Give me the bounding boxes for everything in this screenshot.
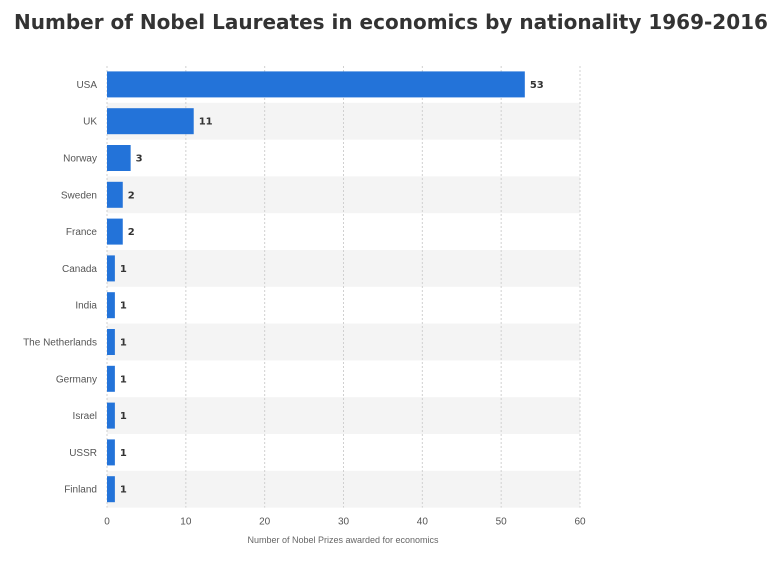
value-label: 1 [120, 264, 127, 275]
x-tick-label: 30 [338, 517, 350, 528]
x-tick-label: 60 [574, 517, 586, 528]
category-labels: USA UK Norway Sweden France Canada India The Ne… [23, 80, 97, 496]
category-label: The Netherlands [23, 338, 97, 349]
row-band [107, 250, 580, 287]
x-tick-label: 20 [259, 517, 271, 528]
bar [107, 108, 194, 135]
x-tick-label: 40 [417, 517, 429, 528]
value-label: 3 [136, 154, 143, 165]
category-label: Finland [64, 485, 97, 496]
bar [107, 181, 123, 208]
value-label: 1 [120, 411, 127, 422]
category-label: India [75, 301, 97, 312]
x-tick-label: 50 [496, 517, 508, 528]
bar [107, 218, 123, 245]
bar [107, 402, 115, 429]
bar [107, 255, 115, 282]
category-label: Israel [73, 411, 97, 422]
bar [107, 365, 115, 392]
bars [107, 71, 525, 503]
value-label: 1 [120, 448, 127, 459]
value-label: 2 [128, 190, 135, 201]
category-label: USA [76, 80, 97, 91]
row-band [107, 470, 580, 508]
value-label: 53 [530, 80, 544, 91]
bar [107, 476, 115, 503]
value-label: 1 [120, 485, 127, 496]
chart-title: Number of Nobel Laureates in economics b… [14, 10, 768, 34]
bar [107, 292, 115, 319]
category-label: Germany [56, 374, 97, 385]
bar [107, 71, 525, 98]
category-label: Canada [62, 264, 97, 275]
x-axis-title: Number of Nobel Prizes awarded for econo… [247, 535, 439, 545]
value-label: 2 [128, 227, 135, 238]
value-label: 1 [120, 301, 127, 312]
category-label: Sweden [61, 190, 97, 201]
gridlines [106, 66, 581, 508]
category-label: France [66, 227, 98, 238]
category-label: UK [83, 117, 97, 128]
value-label: 1 [120, 338, 127, 349]
value-label: 1 [120, 374, 127, 385]
category-label: Norway [63, 154, 97, 165]
category-label: USSR [69, 448, 97, 459]
x-tick-label: 10 [180, 517, 192, 528]
x-tick-labels: 0 10 20 30 40 50 60 [104, 517, 586, 528]
bar [107, 329, 115, 355]
x-tick-label: 0 [104, 517, 110, 528]
value-label: 11 [199, 117, 213, 128]
bar [107, 145, 131, 171]
bar [107, 439, 115, 466]
